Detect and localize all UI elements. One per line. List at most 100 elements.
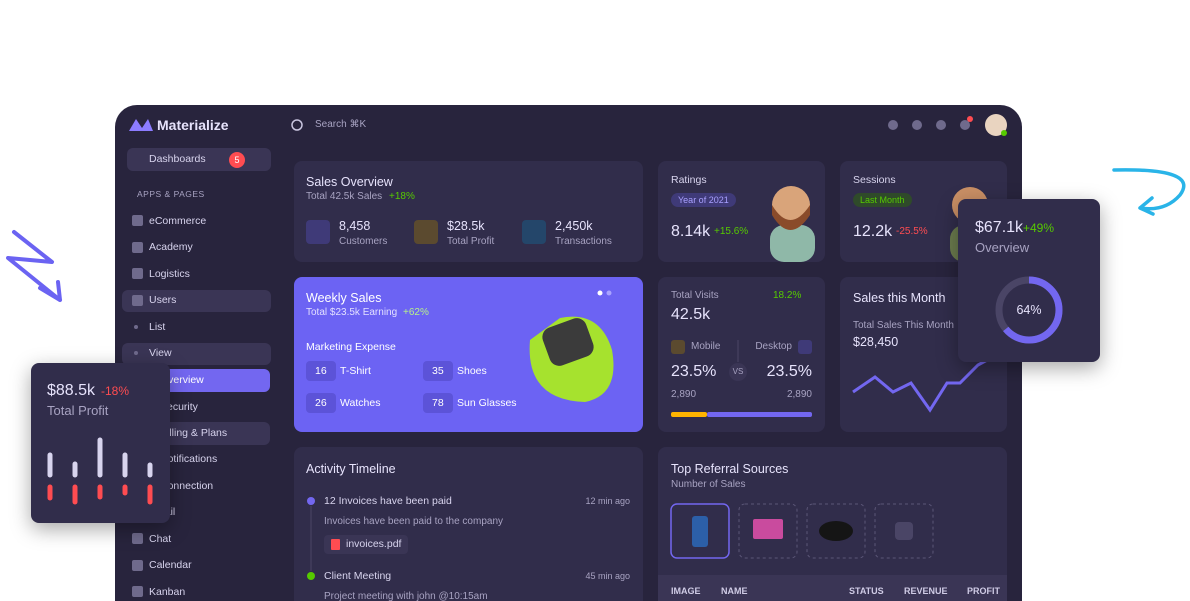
item-label: T-Shirt bbox=[340, 365, 371, 377]
table-column: NAME bbox=[721, 586, 748, 596]
change: +15.6% bbox=[714, 226, 749, 237]
card-subtitle: Number of Sales bbox=[671, 479, 746, 490]
card-subtitle: Total Sales This Month bbox=[853, 320, 954, 331]
stat-value: 2,450k bbox=[555, 219, 593, 233]
stat-value: 8,458 bbox=[339, 219, 371, 233]
float-value: $67.1k bbox=[975, 219, 1024, 236]
badge bbox=[229, 152, 245, 168]
nav-subitem: List bbox=[149, 321, 166, 333]
profit-bars bbox=[47, 437, 153, 505]
chip: Last Month bbox=[853, 193, 912, 207]
card-value: $28,450 bbox=[853, 335, 899, 349]
nav-subitem: Notifications bbox=[160, 453, 218, 465]
card-title: Sales Overview bbox=[306, 175, 393, 189]
change-up: +49% bbox=[1023, 221, 1055, 235]
nav-item: Calendar bbox=[149, 559, 192, 571]
nav-item: Kanban bbox=[149, 586, 186, 598]
chip: Year of 2021 bbox=[671, 193, 736, 207]
device-count: 2,890 bbox=[786, 389, 812, 400]
card-subtitle: Total $23.5k Earning bbox=[306, 307, 398, 318]
sales-overview-card bbox=[294, 161, 643, 262]
device-count: 2,890 bbox=[671, 389, 697, 400]
nav-subitem: Billing & Plans bbox=[160, 427, 228, 439]
table-column: STATUS bbox=[849, 586, 884, 596]
stat-label: Total Profit bbox=[447, 236, 495, 247]
nav-users-open[interactable] bbox=[122, 290, 271, 312]
stat-label: Transactions bbox=[555, 236, 612, 247]
event-time: 45 min ago bbox=[585, 571, 630, 581]
nav-subitem: Connection bbox=[160, 480, 214, 492]
device-pct: 23.5% bbox=[766, 363, 812, 380]
activity-card bbox=[294, 447, 643, 601]
device-pct: 23.5% bbox=[671, 363, 717, 380]
event-time: 12 min ago bbox=[585, 496, 630, 506]
item-label: Shoes bbox=[457, 365, 487, 377]
table-header bbox=[658, 575, 1007, 601]
nav-item: Users bbox=[149, 294, 177, 306]
card-title: Ratings bbox=[671, 174, 707, 186]
event-title: 12 Invoices have been paid bbox=[324, 495, 452, 507]
ring-progress bbox=[995, 276, 1063, 344]
badge-count: 5 bbox=[234, 155, 240, 165]
card-value: 12.2k bbox=[853, 223, 893, 240]
item-label: Sun Glasses bbox=[457, 397, 517, 409]
squiggle-arrow bbox=[6, 230, 62, 302]
device-label: Mobile bbox=[691, 341, 721, 352]
brand: Materialize bbox=[157, 117, 229, 133]
change-up: +18% bbox=[389, 191, 415, 202]
change-down: -18% bbox=[101, 384, 130, 398]
card-title: Weekly Sales bbox=[306, 291, 382, 305]
stat-label: Customers bbox=[339, 236, 388, 247]
event-title: Client Meeting bbox=[324, 570, 392, 582]
change: -25.5% bbox=[896, 226, 928, 237]
nav-item: Chat bbox=[149, 533, 172, 545]
device-label: Desktop bbox=[755, 341, 792, 352]
referral-tiles bbox=[670, 503, 934, 559]
nav-subitem: View bbox=[149, 347, 172, 359]
card-title: Top Referral Sources bbox=[671, 462, 789, 476]
change-up: 18.2% bbox=[773, 290, 802, 301]
sales-trend-line bbox=[852, 351, 1001, 413]
watch bbox=[529, 290, 614, 402]
nav-subitem: Overview bbox=[160, 374, 204, 386]
count-box: 26 bbox=[306, 393, 336, 413]
count-box: 16 bbox=[306, 361, 336, 381]
nav-item: Logistics bbox=[149, 268, 190, 280]
card-title: Sales this Month bbox=[853, 291, 946, 305]
nav-item: eCommerce bbox=[149, 215, 207, 227]
file-name: invoices.pdf bbox=[346, 538, 402, 550]
table-column: REVENUE bbox=[904, 586, 948, 596]
card-title: Sessions bbox=[853, 174, 896, 186]
progress-ring bbox=[995, 276, 1063, 344]
card-title: Activity Timeline bbox=[306, 462, 396, 476]
curve-arrow bbox=[1112, 168, 1186, 216]
card-title: Total Visits bbox=[671, 290, 719, 301]
count-box: 35 bbox=[423, 361, 453, 381]
count-box: 78 bbox=[423, 393, 453, 413]
table-column: IMAGE bbox=[671, 586, 701, 596]
float-label: Overview bbox=[975, 240, 1030, 255]
total-visits-card bbox=[658, 277, 825, 432]
section-label: Marketing Expense bbox=[306, 341, 396, 353]
nav-section: APPS & PAGES bbox=[137, 189, 205, 199]
vs: VS bbox=[732, 367, 744, 376]
ring-label: 64% bbox=[1016, 303, 1042, 317]
nav-item: Academy bbox=[149, 241, 193, 253]
float-label: Total Profit bbox=[47, 403, 109, 418]
nav-view-open[interactable] bbox=[122, 343, 271, 365]
change-up: +62% bbox=[403, 307, 429, 318]
item-label: Watches bbox=[340, 397, 381, 409]
nav-item: Dashboards bbox=[149, 153, 206, 165]
visits-bar bbox=[671, 340, 812, 417]
float-value: $88.5k bbox=[47, 382, 96, 399]
card-subtitle: Total 42.5k Sales bbox=[306, 191, 383, 202]
icons bbox=[129, 114, 1007, 597]
search-placeholder: Search ⌘K bbox=[315, 119, 367, 130]
table-column: PROFIT bbox=[967, 586, 1000, 596]
